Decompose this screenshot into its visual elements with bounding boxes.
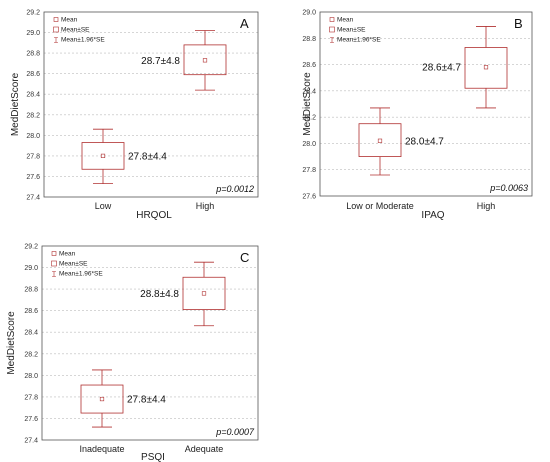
legend-ci-marker	[330, 37, 334, 43]
value-annotation: 28.7±4.8	[141, 56, 180, 67]
y-tick-label: 28.4	[302, 88, 316, 95]
legend-mean-label: Mean	[59, 251, 76, 258]
value-annotation: 27.8±4.4	[127, 395, 166, 406]
legend-ci-label: Mean±1.96*SE	[61, 37, 105, 44]
y-tick-label: 28.0	[24, 373, 38, 380]
legend-mean-label: Mean	[337, 17, 354, 24]
se-box	[358, 123, 402, 157]
y-tick-label: 28.6	[302, 62, 316, 69]
y-tick-label: 28.0	[302, 141, 316, 148]
y-tick-label: 28.0	[26, 133, 40, 140]
mean-marker	[99, 396, 105, 402]
y-axis-label: MedDietScore	[10, 72, 21, 136]
plot-frame	[319, 11, 533, 197]
y-tick-label: 27.6	[24, 416, 38, 423]
plot-frame	[43, 11, 259, 198]
x-category-label: Inadequate	[79, 444, 124, 454]
y-tick-label: 29.2	[24, 244, 38, 251]
y-tick-label: 29.0	[26, 30, 40, 37]
value-annotation: 28.6±4.7	[422, 63, 461, 74]
mean-marker	[201, 291, 207, 296]
y-tick-label: 27.4	[26, 195, 40, 202]
legend-mean-marker	[51, 251, 57, 256]
legend-ci-marker	[52, 271, 56, 277]
y-tick-label: 28.8	[24, 287, 38, 294]
x-axis-label: IPAQ	[421, 210, 444, 221]
y-tick-label: 28.4	[26, 92, 40, 99]
panel-letter: B	[514, 16, 523, 31]
y-tick-label: 29.0	[302, 10, 316, 17]
y-tick-label: 29.2	[26, 10, 40, 17]
legend-mean-label: Mean	[61, 17, 78, 24]
plot-frame	[41, 245, 259, 441]
legend-ci-marker	[54, 37, 58, 43]
x-category-label: High	[477, 201, 496, 211]
y-tick-label: 28.2	[26, 112, 40, 119]
legend-se-label: Mean±SE	[61, 27, 90, 34]
legend-mean-marker	[53, 17, 59, 22]
y-axis-label: MedDietScore	[6, 311, 17, 375]
y-tick-label: 28.4	[24, 330, 38, 337]
legend-se-marker	[329, 26, 335, 33]
legend-ci-label: Mean±1.96*SE	[337, 37, 381, 44]
se-box	[182, 276, 226, 310]
legend-mean-marker	[329, 17, 335, 22]
x-category-label: High	[196, 201, 215, 211]
legend-se-label: Mean±SE	[59, 261, 88, 268]
legend-se-marker	[51, 260, 57, 267]
se-box	[183, 44, 227, 76]
se-box	[464, 47, 508, 89]
p-value: p=0.0063	[489, 183, 528, 193]
y-tick-label: 28.2	[24, 351, 38, 358]
mean-marker	[483, 65, 489, 70]
value-annotation: 28.0±4.7	[405, 136, 444, 147]
y-tick-label: 29.0	[24, 265, 38, 272]
se-box	[81, 142, 125, 170]
y-tick-label: 28.6	[24, 308, 38, 315]
value-annotation: 28.8±4.8	[140, 289, 179, 300]
chart-panel-c: 27.4 27.6 27.8 28.0 28.2 28.4 28.6 28.8 29.0 29.2…	[6, 244, 259, 462]
legend-se-label: Mean±SE	[337, 27, 366, 34]
panel-letter: A	[240, 16, 249, 31]
y-tick-label: 27.4	[24, 438, 38, 445]
x-category-label: Adequate	[185, 444, 224, 454]
y-tick-label: 27.8	[26, 153, 40, 160]
se-box	[80, 384, 124, 414]
y-tick-label: 27.8	[302, 167, 316, 174]
y-tick-label: 27.6	[302, 194, 316, 201]
y-tick-label: 28.6	[26, 71, 40, 78]
y-tick-label: 28.2	[302, 115, 316, 122]
legend-se-marker	[53, 26, 59, 33]
y-tick-label: 28.8	[26, 51, 40, 58]
x-category-label: Low	[95, 201, 112, 211]
value-annotation: 27.8±4.4	[128, 151, 167, 162]
x-axis-label: PSQI	[141, 452, 165, 462]
chart-panel-a: 27.4 27.6 27.8 28.0 28.2 28.4 28.6 28.8 29.0 29.2…	[10, 10, 259, 221]
y-tick-label: 28.8	[302, 36, 316, 43]
legend-ci-label: Mean±1.96*SE	[59, 271, 103, 278]
panel-letter: C	[240, 250, 249, 265]
mean-marker	[100, 153, 106, 158]
chart-panel-b: 27.6 27.8 28.0 28.2 28.4 28.6 28.8 29.0 B Mean Mea…	[302, 10, 533, 221]
mean-marker	[202, 58, 208, 63]
x-axis-label: HRQOL	[136, 210, 172, 221]
y-axis-label: MedDietScore	[302, 72, 313, 136]
y-tick-label: 27.6	[26, 174, 40, 181]
x-category-label: Low or Moderate	[346, 201, 414, 211]
y-tick-label: 27.8	[24, 394, 38, 401]
p-value: p=0.0007	[215, 427, 255, 437]
mean-marker	[377, 138, 383, 143]
p-value: p=0.0012	[215, 184, 254, 194]
